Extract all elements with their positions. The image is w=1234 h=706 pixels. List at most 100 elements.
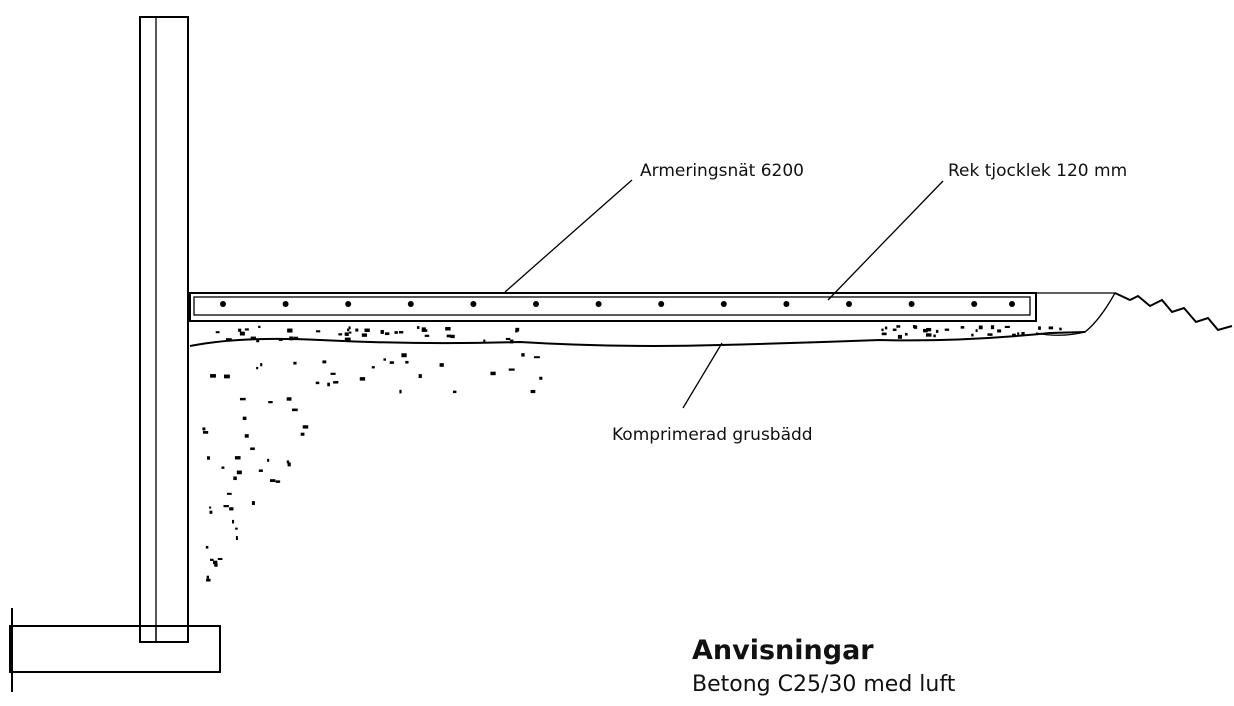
rebar-dot [1009, 301, 1015, 307]
reinforcement-layer [193, 296, 1031, 316]
grit-speck [213, 560, 218, 565]
grit-speck [238, 328, 242, 332]
grit-speck [214, 563, 218, 567]
grit-speck [364, 328, 370, 333]
grit-speck [421, 327, 426, 331]
grit-speck [250, 447, 255, 451]
grit-speck [258, 469, 263, 472]
grit-speck [223, 374, 230, 379]
grit-speck [892, 328, 897, 332]
rebar-dot [533, 301, 539, 307]
grit-speck [515, 327, 520, 332]
grit-speck [275, 480, 281, 483]
grit-speck [401, 353, 407, 358]
grit-speck [399, 389, 402, 394]
grit-speck [884, 326, 888, 330]
grit-speck [383, 358, 387, 361]
grit-speck [338, 333, 343, 336]
grit-speck [1012, 333, 1016, 337]
grit-speck [348, 326, 351, 330]
grit-speck [258, 325, 261, 329]
rebar-dot [470, 301, 477, 307]
gravel-grit [202, 325, 1062, 582]
grit-speck [521, 353, 525, 357]
grit-speck [445, 326, 451, 331]
grit-speck [287, 462, 291, 467]
grit-speck [316, 330, 321, 333]
grit-speck [278, 338, 283, 341]
grit-speck [398, 331, 404, 334]
grit-speck [234, 456, 241, 460]
grit-speck [244, 434, 249, 438]
grit-speck [233, 476, 237, 481]
label: Rek tjocklek 120 mm [948, 161, 1127, 181]
grit-speck [881, 328, 884, 332]
grit-speck [881, 332, 887, 336]
rebar-dot [407, 301, 414, 307]
grit-speck [268, 401, 273, 404]
wall [139, 16, 189, 643]
grit-speck [439, 363, 444, 367]
grit-speck [291, 408, 298, 412]
grit-speck [256, 366, 259, 370]
grit-speck [286, 397, 292, 401]
grit-speck [905, 332, 908, 336]
grit-speck [250, 336, 256, 340]
notes-text: Betong C25/30 med luft [692, 672, 956, 697]
grit-speck [418, 374, 422, 378]
grit-speck [348, 331, 352, 334]
grit-speck [896, 325, 901, 328]
grit-speck [997, 329, 1000, 332]
grit-speck [239, 397, 246, 401]
grit-speck [424, 334, 430, 337]
rebar-dot [846, 301, 852, 307]
grit-speck [971, 333, 974, 337]
rebar-dot [720, 301, 727, 307]
grit-speck [287, 328, 293, 333]
grit-speck [380, 329, 384, 334]
footing [9, 625, 221, 673]
grit-speck [235, 536, 238, 541]
grit-speck [344, 337, 351, 342]
leader-line [827, 180, 944, 301]
grit-speck [239, 331, 245, 336]
rebar-dot [658, 301, 665, 307]
grit-speck [530, 389, 536, 394]
grit-speck [210, 558, 214, 561]
grit-speck [217, 557, 223, 560]
grit-speck [508, 368, 515, 371]
grit-speck [450, 334, 455, 339]
grit-speck [371, 366, 375, 369]
label: Komprimerad grusbädd [612, 425, 813, 445]
grit-speck [267, 458, 270, 462]
grit-speck [206, 575, 209, 579]
grit-speck [421, 329, 428, 332]
grit-speck [925, 333, 932, 337]
grit-speck [534, 356, 540, 359]
grit-speck [1048, 326, 1054, 330]
grit-speck [361, 333, 367, 337]
grit-speck [935, 329, 939, 333]
grit-speck [923, 328, 928, 333]
grit-speck [256, 339, 260, 343]
grit-speck [344, 332, 349, 336]
grit-speck [221, 466, 225, 469]
slab [189, 292, 1037, 322]
grit-speck [210, 374, 216, 378]
grit-speck [912, 325, 916, 328]
grit-speck [205, 545, 209, 549]
grit-speck [209, 510, 213, 514]
grit-speck [483, 339, 486, 343]
grit-speck [232, 519, 235, 524]
grit-speck [334, 380, 339, 384]
grit-speck [1021, 331, 1025, 336]
grit-speck [539, 376, 543, 380]
grit-speck [215, 331, 220, 334]
grit-speck [1004, 325, 1010, 328]
leader-line [504, 179, 633, 293]
grit-speck [347, 328, 350, 332]
grit-speck [405, 360, 409, 364]
grit-speck [302, 425, 309, 429]
grit-speck [944, 328, 950, 331]
